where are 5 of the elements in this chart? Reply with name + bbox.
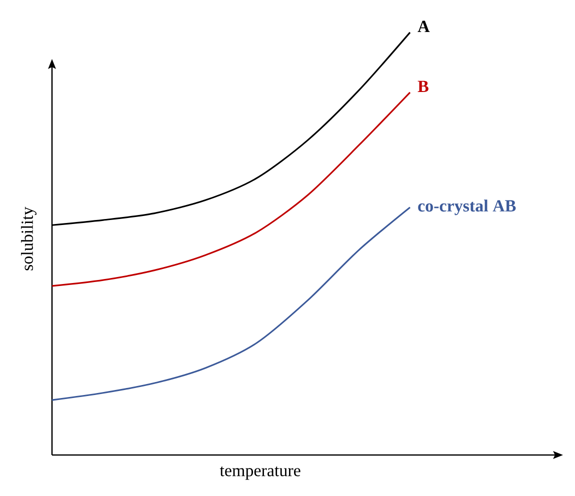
y-axis-title: solubility [21, 206, 36, 270]
x-axis-title: temperature [220, 466, 300, 480]
series-label: A [418, 20, 430, 32]
series-label: co-crystal AB [418, 200, 516, 216]
series-label: B [418, 80, 428, 92]
